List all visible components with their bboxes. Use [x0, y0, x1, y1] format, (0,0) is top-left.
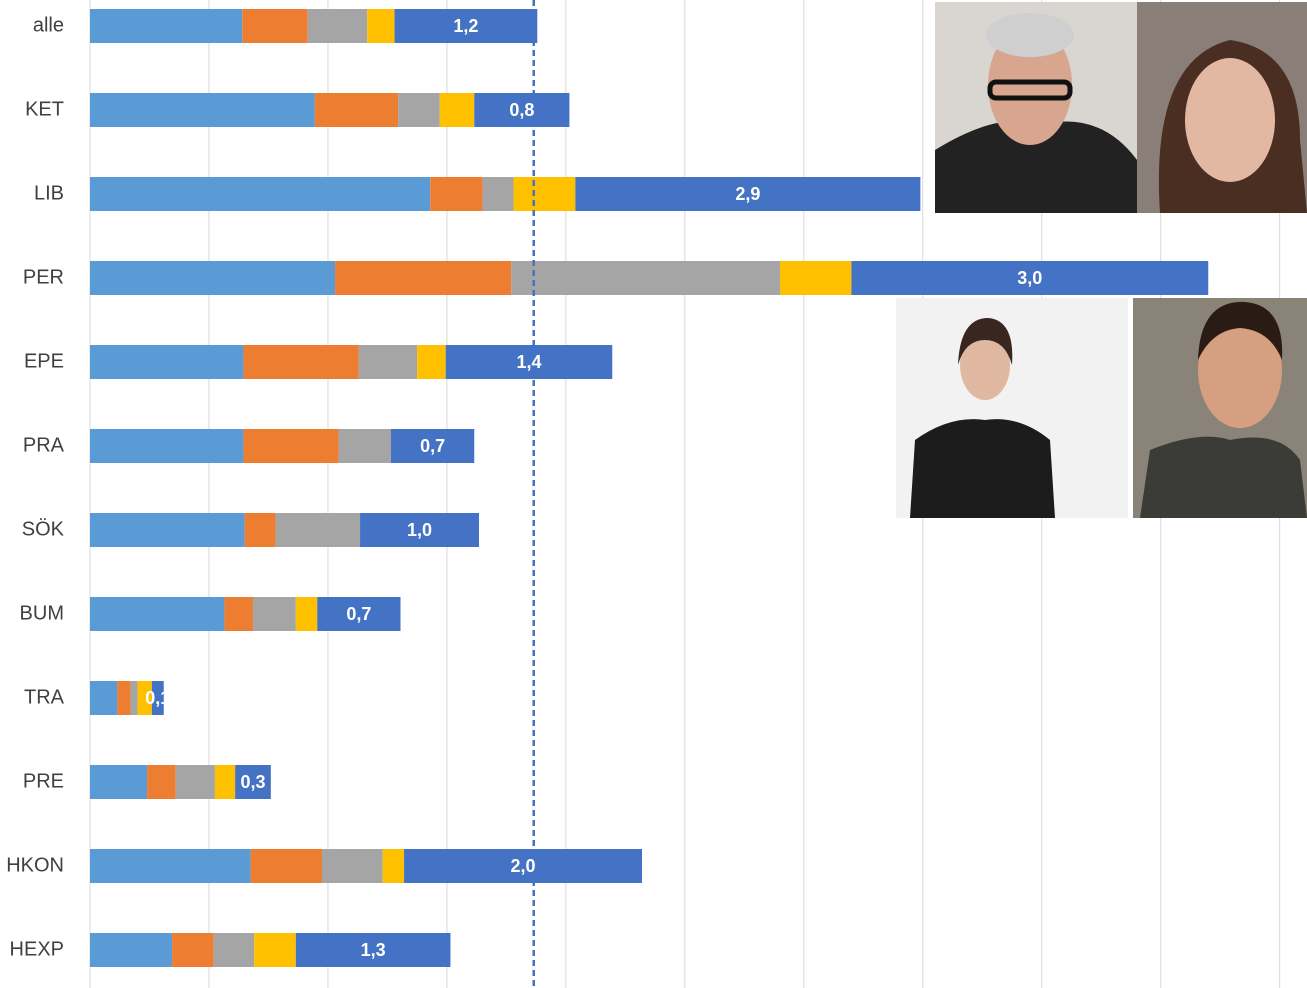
value-label: 1,3 — [361, 940, 386, 960]
photo-shape — [910, 419, 1055, 518]
value-label: 1,4 — [516, 352, 541, 372]
category-label: PRE — [23, 770, 64, 792]
bar-segment — [245, 513, 276, 547]
bar-segment — [147, 765, 176, 799]
value-label: 3,0 — [1017, 268, 1042, 288]
bar-segment — [383, 849, 404, 883]
bar-segment — [117, 681, 130, 715]
bar-segment — [130, 681, 137, 715]
bar-segment — [90, 93, 315, 127]
category-label: KET — [25, 98, 64, 120]
bar-segment — [90, 597, 224, 631]
value-label: 0,3 — [240, 772, 265, 792]
category-label: EPE — [24, 350, 64, 372]
bar-segment — [296, 597, 317, 631]
category-label: PRA — [23, 434, 65, 456]
bar-segment — [214, 933, 254, 967]
bar-segment — [339, 429, 391, 463]
bar-segment — [398, 93, 440, 127]
bar-segment — [276, 513, 360, 547]
bar-segment — [90, 9, 242, 43]
value-label: 0,7 — [420, 436, 445, 456]
bar-segment — [251, 849, 322, 883]
bar-segment — [514, 177, 576, 211]
category-label: alle — [33, 14, 64, 36]
category-label: HEXP — [10, 938, 64, 960]
bar-segment — [90, 681, 117, 715]
value-label: 2,9 — [735, 184, 760, 204]
bar-segment — [90, 429, 243, 463]
bar-segment — [511, 261, 780, 295]
value-label: 0,8 — [509, 100, 534, 120]
chart: alle 1,2 KET 0,8 LIB 2,9 PER 3,0 EPE 1,4 PRA 0,7 SÖK… — [0, 0, 1307, 988]
bar-segment — [254, 933, 296, 967]
bar-segment — [322, 849, 383, 883]
bar-segment — [367, 9, 394, 43]
bar-segment — [308, 9, 367, 43]
bar-segment — [215, 765, 235, 799]
bar-segment — [417, 345, 446, 379]
photo-bottom — [896, 298, 1307, 518]
bar-segment — [440, 93, 474, 127]
bar-segment — [242, 9, 307, 43]
bar-segment — [430, 177, 482, 211]
category-label: TRA — [24, 686, 65, 708]
bar-segment — [483, 177, 514, 211]
value-label: 1,0 — [407, 520, 432, 540]
bar-segment — [780, 261, 851, 295]
bar-segment — [90, 513, 245, 547]
bar-segment — [224, 597, 253, 631]
bar-segment — [90, 261, 335, 295]
labels: alle 1,2 KET 0,8 LIB 2,9 PER 3,0 EPE 1,4 PRA 0,7 SÖK… — [6, 14, 1042, 960]
category-label: LIB — [34, 182, 64, 204]
photo-top — [935, 2, 1307, 213]
bar-segment — [90, 849, 251, 883]
bar-segment — [243, 429, 338, 463]
value-label: 0,7 — [346, 604, 371, 624]
bar-segment — [90, 765, 147, 799]
bar-segment — [90, 177, 430, 211]
bar-segment — [90, 933, 172, 967]
category-label: HKON — [6, 854, 64, 876]
photo-shape — [1185, 58, 1275, 182]
bar-segment — [176, 765, 215, 799]
bar-segment — [359, 345, 417, 379]
value-label: 2,0 — [511, 856, 536, 876]
value-label: 1,2 — [453, 16, 478, 36]
bar-segment — [90, 345, 243, 379]
value-label: 0,1 — [145, 688, 170, 708]
category-label: PER — [23, 266, 64, 288]
bar-segment — [172, 933, 214, 967]
photo-shape — [986, 13, 1074, 57]
bar-segment — [335, 261, 511, 295]
category-label: BUM — [20, 602, 64, 624]
category-label: SÖK — [22, 518, 65, 540]
bar-segment — [315, 93, 398, 127]
bar-segment — [243, 345, 358, 379]
bar-segment — [253, 597, 296, 631]
photo-shape — [1140, 437, 1307, 518]
